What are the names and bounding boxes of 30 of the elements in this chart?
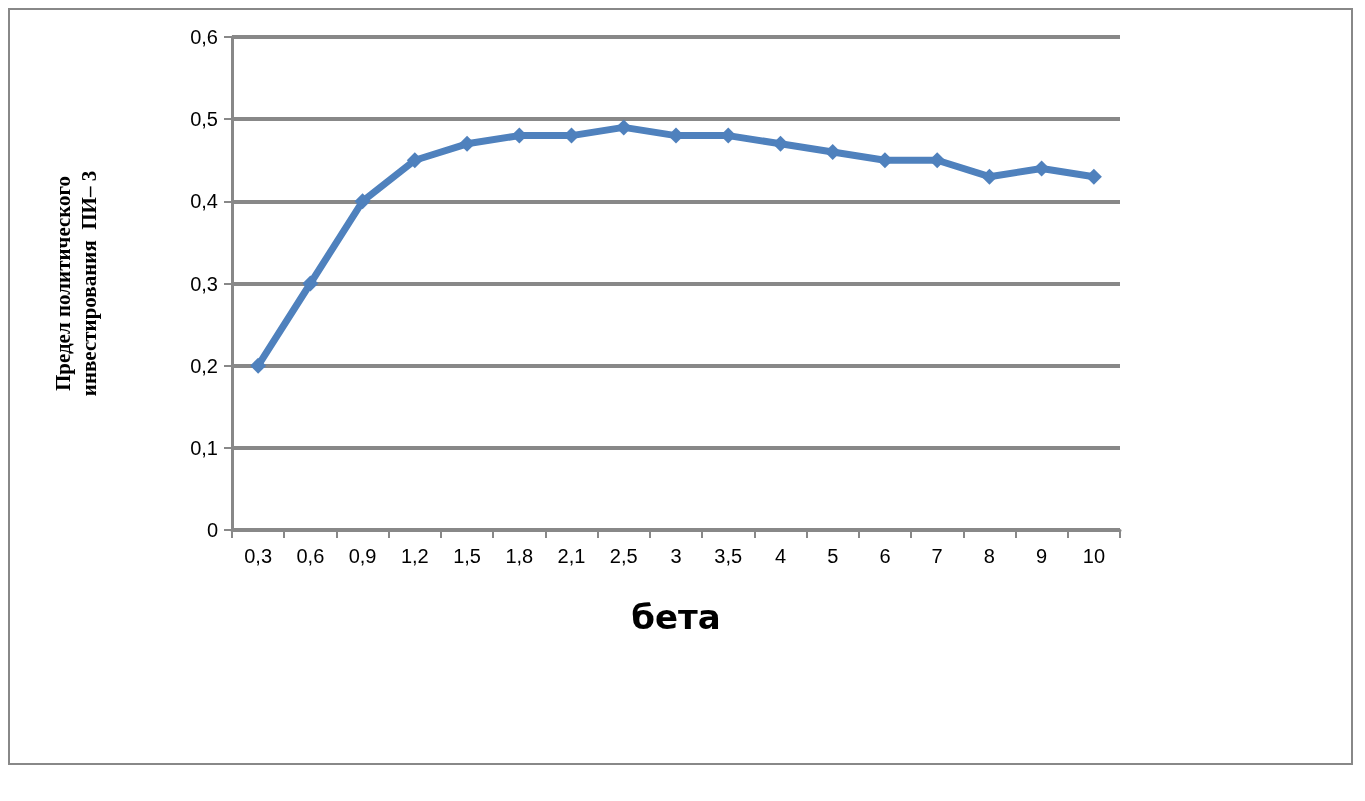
x-tick-label: 7: [931, 545, 943, 567]
x-tick-label: 8: [983, 545, 995, 567]
x-tick-label: 1,5: [453, 545, 481, 567]
x-axis-title: бета: [631, 597, 721, 637]
point: [302, 275, 319, 292]
x-tick-label: 4: [774, 545, 787, 567]
point: [354, 193, 371, 210]
y-tick-label: 0,4: [190, 190, 218, 213]
point: [406, 152, 423, 169]
x-tick-label: 2,5: [609, 545, 638, 567]
x-tick-label: 1,2: [400, 545, 429, 567]
x-tick-label: 0,3: [244, 545, 273, 567]
point: [250, 357, 267, 374]
x-tick-label: 1,8: [505, 545, 534, 567]
y-tick-label: 0,1: [190, 436, 218, 459]
x-tick-label: 0,9: [348, 545, 377, 567]
x-tick-label: 0,6: [296, 545, 325, 567]
y-axis-title: Предел политического инвестирования ПИ– 3: [51, 170, 101, 397]
y-tick-label: 0,5: [190, 108, 218, 131]
x-tick-label: 6: [879, 545, 891, 567]
y-tick-label: 0,6: [190, 26, 218, 48]
x-tick-label: 2,1: [557, 545, 586, 567]
y-tick-label: 0,2: [190, 354, 218, 377]
x-tick-label: 9: [1036, 545, 1048, 567]
x-tick-label: 5: [827, 545, 839, 567]
y-tick-label: 0,3: [190, 272, 218, 295]
x-tick-label: 10: [1082, 545, 1106, 567]
x-tick-label: 3: [670, 545, 682, 567]
x-tick-label: 3,5: [714, 545, 743, 567]
y-tick-label: 0: [206, 519, 218, 541]
